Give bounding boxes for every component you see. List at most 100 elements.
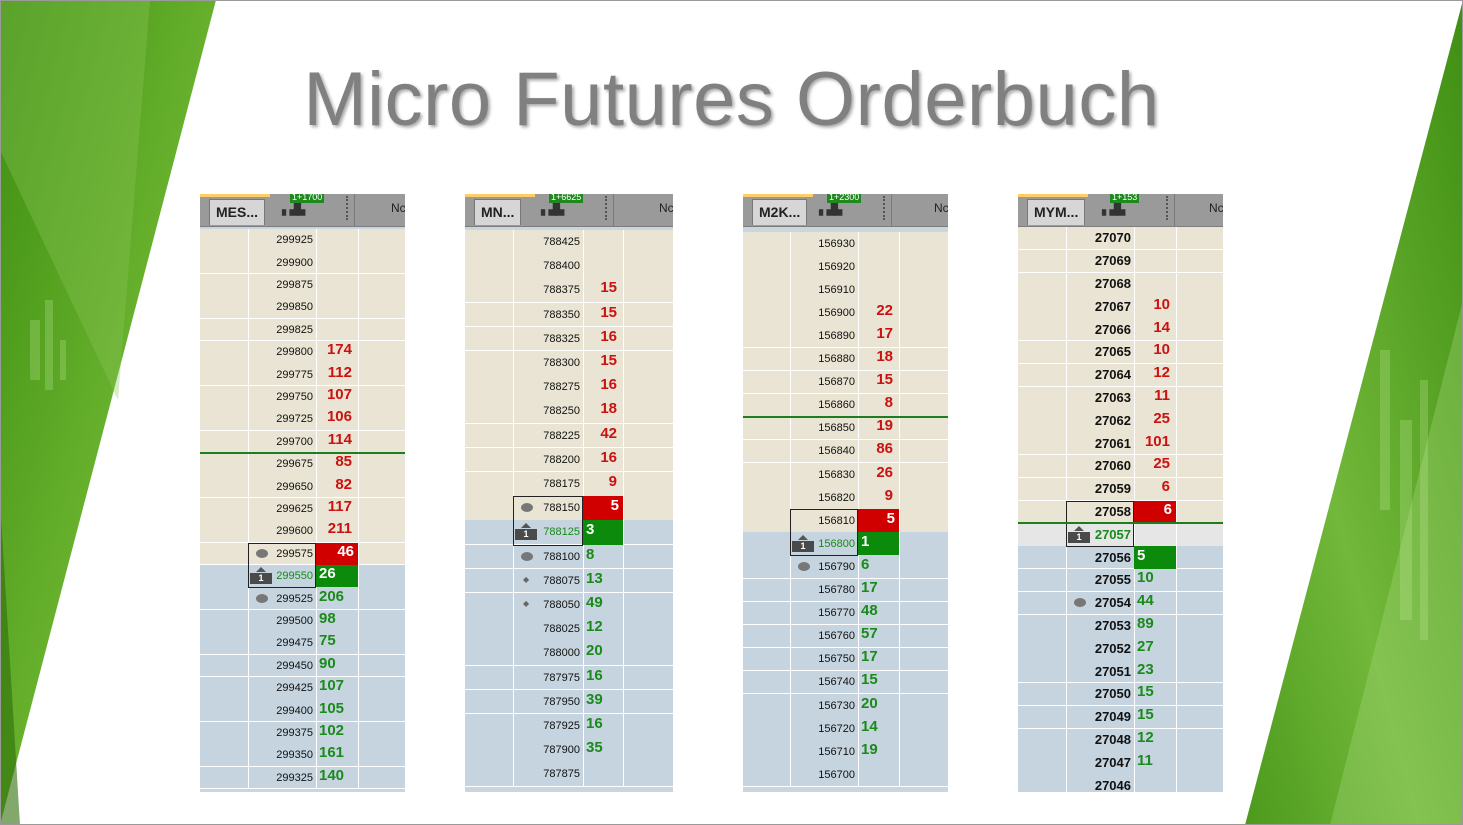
position-marker[interactable]: 1	[1068, 531, 1090, 543]
ladder-row[interactable]: 156780 17	[743, 578, 948, 603]
instrument-tab[interactable]: MES...	[209, 199, 266, 225]
ladder-row[interactable]: 299775 112	[200, 363, 405, 387]
ladder-row[interactable]: 788375 15	[465, 278, 673, 304]
ladder-row[interactable]: 299525 206	[200, 587, 405, 611]
ladder-row[interactable]: 27065 10	[1018, 341, 1223, 365]
ladder-row[interactable]: 156740 15	[743, 670, 948, 695]
ladder-row[interactable]: 156910	[743, 278, 948, 302]
position-marker[interactable]: 1	[515, 529, 537, 541]
ladder-row[interactable]: 27050 15	[1018, 683, 1223, 707]
ladder-row[interactable]: 788250 18	[465, 399, 673, 425]
ladder-row[interactable]: 156750 17	[743, 647, 948, 672]
drag-handle-icon[interactable]	[605, 196, 610, 220]
ladder-row[interactable]: 156860 8	[743, 393, 948, 418]
drag-handle-icon[interactable]	[346, 196, 351, 220]
ladder-row[interactable]: 788275 16	[465, 375, 673, 400]
drag-handle-icon[interactable]	[883, 196, 888, 220]
ladder-row[interactable]: 156920	[743, 255, 948, 279]
ladder-row[interactable]: 788400	[465, 254, 673, 279]
drag-handle-icon[interactable]	[1166, 196, 1171, 220]
ladder-row[interactable]: 788200 16	[465, 447, 673, 473]
ladder-row[interactable]: 156840 86	[743, 439, 948, 464]
ladder-row[interactable]: 27056 5	[1018, 546, 1223, 570]
ladder-row[interactable]: 299425 107	[200, 677, 405, 700]
working-order-icon[interactable]	[798, 561, 810, 571]
ladder-row[interactable]: 787875	[465, 762, 673, 788]
ladder-row[interactable]: 156770 48	[743, 601, 948, 626]
ladder-row[interactable]: 299550 26 1	[200, 565, 405, 588]
working-order-icon[interactable]	[521, 551, 533, 561]
ladder-row[interactable]: 156870 15	[743, 370, 948, 395]
ladder-row[interactable]: 156810 5	[743, 509, 948, 533]
position-marker[interactable]: 1	[792, 540, 814, 552]
ladder-row[interactable]: 299475 75	[200, 632, 405, 656]
ladder-row[interactable]: 788150 5	[465, 496, 673, 521]
ladder-row[interactable]: 156790 6	[743, 555, 948, 579]
ladder-row[interactable]: 788425	[465, 230, 673, 255]
ladder-row[interactable]: 299375 102	[200, 721, 405, 745]
ladder-row[interactable]: 27054 44	[1018, 591, 1223, 616]
ladder-row[interactable]: 787950 39	[465, 689, 673, 715]
ladder-row[interactable]: 299500 98	[200, 609, 405, 633]
ladder-row[interactable]: 299350 161	[200, 744, 405, 768]
ladder-row[interactable]: 788100 8	[465, 544, 673, 570]
ladder-row[interactable]: 299750 107	[200, 385, 405, 409]
ladder-row[interactable]: 27061 101	[1018, 432, 1223, 456]
ladder-row[interactable]: 299325 140	[200, 766, 405, 790]
ladder-row[interactable]: 27066 14	[1018, 318, 1223, 342]
ladder-row[interactable]: 787925 16	[465, 714, 673, 739]
ladder-row[interactable]: 788075 13 ◆	[465, 568, 673, 594]
ladder-row[interactable]: 788325 16	[465, 326, 673, 352]
ladder-row[interactable]: 27070	[1018, 227, 1223, 251]
ladder-row[interactable]: 27059 6	[1018, 477, 1223, 502]
ladder-row[interactable]: 788025 12	[465, 617, 673, 642]
ladder-row[interactable]: 299925	[200, 229, 405, 252]
ladder-row[interactable]: 27062 25	[1018, 409, 1223, 433]
ladder-row[interactable]: 156820 9	[743, 486, 948, 510]
ladder-row[interactable]: 788350 15	[465, 302, 673, 328]
ladder-row[interactable]: 299575 46	[200, 542, 405, 566]
position-marker[interactable]: 1	[250, 573, 272, 585]
ladder-row[interactable]: 156800 1 1	[743, 532, 948, 556]
ladder-row[interactable]: 788225 42	[465, 423, 673, 449]
ladder-row[interactable]: 788050 49 ◆	[465, 593, 673, 618]
ladder-row[interactable]: 788000 20	[465, 641, 673, 667]
working-order-icon[interactable]	[256, 593, 268, 603]
ladder-row[interactable]: 27068	[1018, 272, 1223, 296]
instrument-tab[interactable]: MN...	[474, 199, 522, 225]
ladder-row[interactable]: 156710 19	[743, 740, 948, 764]
ladder-row[interactable]: 27063 11	[1018, 386, 1223, 410]
ladder-row[interactable]: 27052 27	[1018, 637, 1223, 661]
ladder-row[interactable]: 27060 25	[1018, 455, 1223, 479]
ladder-row[interactable]: 156850 19	[743, 416, 948, 441]
ladder-row[interactable]: 27064 12	[1018, 363, 1223, 388]
ladder-row[interactable]: 299675 85	[200, 453, 405, 476]
ladder-row[interactable]: 299725 106	[200, 408, 405, 432]
ladder-row[interactable]: 27047 11	[1018, 751, 1223, 775]
ladder-row[interactable]: 299800 174	[200, 341, 405, 364]
working-order-icon[interactable]	[521, 503, 533, 513]
instrument-tab[interactable]: M2K...	[752, 199, 808, 225]
ladder-row[interactable]: 299900	[200, 251, 405, 275]
ladder-row[interactable]: 788175 9	[465, 472, 673, 497]
ladder-row[interactable]: 787900 35	[465, 738, 673, 763]
ladder-row[interactable]: 156930	[743, 232, 948, 256]
ladder-row[interactable]: 299700 114	[200, 430, 405, 454]
ladder-row[interactable]: 27049 15	[1018, 705, 1223, 730]
ladder-row[interactable]: 27048 12	[1018, 728, 1223, 752]
ladder-row[interactable]: 27058 6	[1018, 500, 1223, 524]
ladder-row[interactable]: 27069	[1018, 249, 1223, 274]
ladder-row[interactable]: 27067 10	[1018, 295, 1223, 319]
ladder-row[interactable]: 787975 16	[465, 665, 673, 691]
ladder-row[interactable]: 27046	[1018, 774, 1223, 792]
working-order-icon[interactable]	[1074, 598, 1086, 608]
ladder-row[interactable]: 299850	[200, 296, 405, 320]
ladder-row[interactable]: 156700	[743, 763, 948, 787]
ladder-row[interactable]: 156900 22	[743, 301, 948, 325]
ladder-row[interactable]: 299600 211	[200, 520, 405, 544]
instrument-tab[interactable]: MYM...	[1027, 199, 1086, 225]
ladder-row[interactable]: 27051 23	[1018, 660, 1223, 684]
order-diamond-icon[interactable]: ◆	[523, 599, 530, 609]
ladder-row[interactable]: 156760 57	[743, 624, 948, 649]
ladder-row[interactable]: 27055 10	[1018, 569, 1223, 593]
